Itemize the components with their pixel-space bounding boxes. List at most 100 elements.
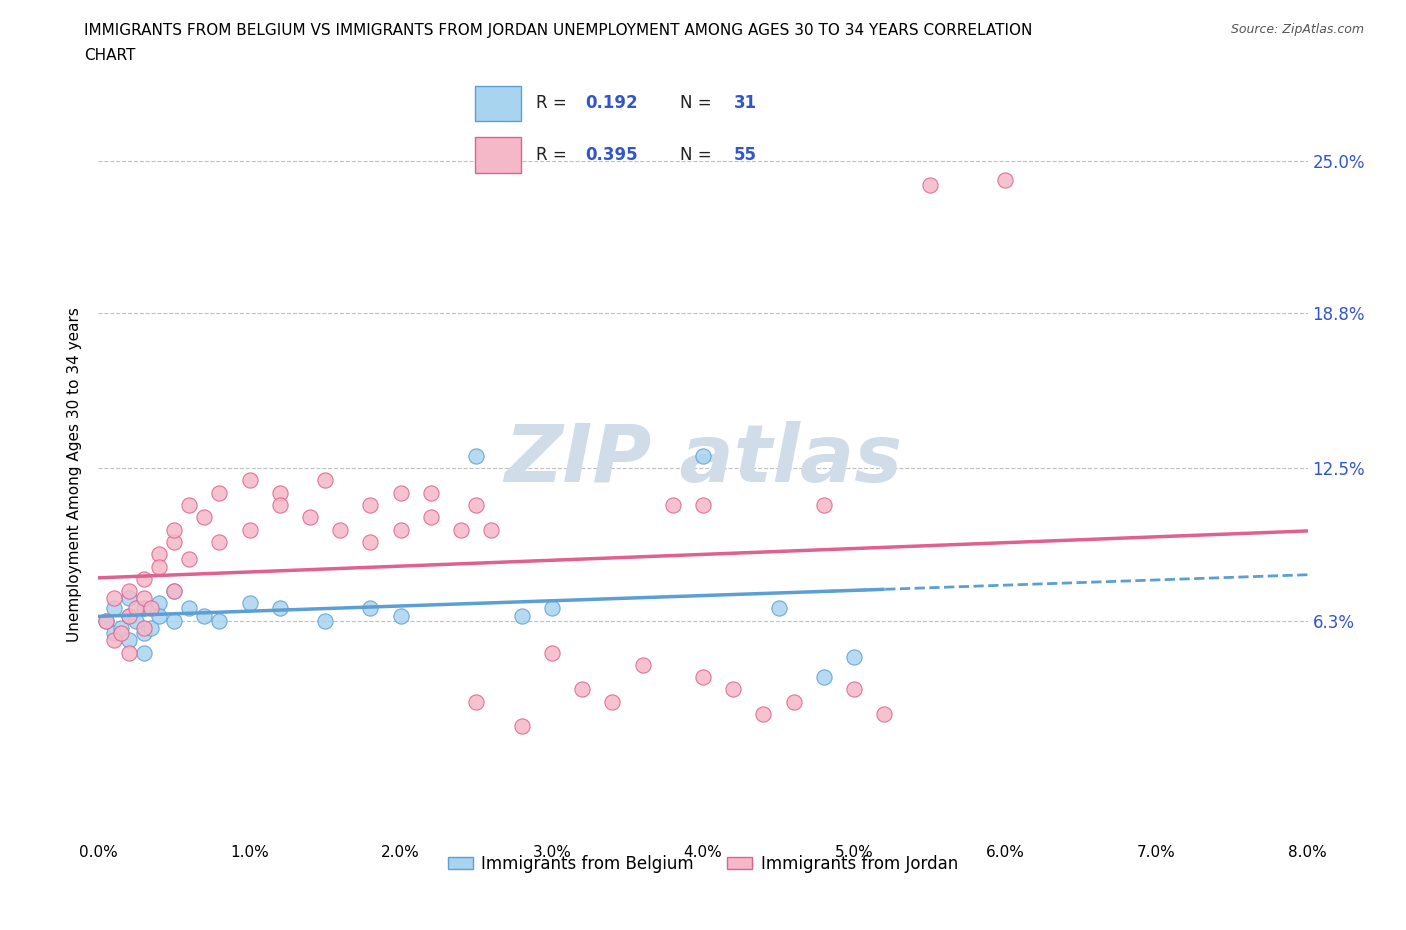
Point — [179, 498, 201, 512]
Point — [813, 498, 835, 512]
Point — [94, 613, 117, 628]
Point — [118, 608, 141, 623]
Point — [420, 510, 443, 525]
Point — [193, 510, 215, 525]
Point — [141, 601, 163, 616]
Point — [631, 658, 654, 672]
Point — [844, 650, 866, 665]
Point — [110, 620, 132, 635]
Point — [389, 522, 412, 537]
Text: 0.192: 0.192 — [585, 95, 638, 113]
Point — [360, 601, 382, 616]
Point — [844, 682, 866, 697]
Point — [465, 695, 488, 710]
Point — [148, 596, 170, 611]
Point — [148, 608, 170, 623]
Point — [661, 498, 683, 512]
Legend: Immigrants from Belgium, Immigrants from Jordan: Immigrants from Belgium, Immigrants from… — [441, 848, 965, 880]
Point — [994, 173, 1017, 188]
Point — [813, 670, 835, 684]
Text: R =: R = — [536, 95, 567, 113]
Point — [103, 591, 125, 606]
Point — [450, 522, 472, 537]
Text: ZIP atlas: ZIP atlas — [503, 420, 903, 498]
Bar — [475, 86, 520, 121]
Text: 31: 31 — [734, 95, 756, 113]
Bar — [475, 137, 520, 173]
Point — [602, 695, 624, 710]
Point — [118, 591, 141, 606]
Point — [163, 535, 186, 550]
Point — [179, 601, 201, 616]
Point — [873, 707, 896, 722]
Point — [163, 584, 186, 599]
Point — [103, 626, 125, 641]
Text: Source: ZipAtlas.com: Source: ZipAtlas.com — [1230, 23, 1364, 36]
Point — [118, 645, 141, 660]
Point — [239, 596, 262, 611]
Point — [918, 178, 941, 193]
Point — [193, 608, 215, 623]
Text: N =: N = — [681, 95, 711, 113]
Point — [94, 613, 117, 628]
Point — [269, 498, 291, 512]
Point — [148, 547, 170, 562]
Point — [163, 613, 186, 628]
Text: 55: 55 — [734, 146, 756, 164]
Point — [314, 613, 336, 628]
Text: N =: N = — [681, 146, 711, 164]
Point — [329, 522, 352, 537]
Point — [692, 670, 714, 684]
Point — [269, 601, 291, 616]
Text: CHART: CHART — [84, 48, 136, 63]
Point — [389, 485, 412, 500]
Point — [314, 473, 336, 488]
Point — [360, 535, 382, 550]
Point — [571, 682, 593, 697]
Point — [163, 584, 186, 599]
Point — [692, 498, 714, 512]
Point — [208, 613, 231, 628]
Point — [692, 448, 714, 463]
Text: IMMIGRANTS FROM BELGIUM VS IMMIGRANTS FROM JORDAN UNEMPLOYMENT AMONG AGES 30 TO : IMMIGRANTS FROM BELGIUM VS IMMIGRANTS FR… — [84, 23, 1033, 38]
Point — [179, 551, 201, 566]
Point — [481, 522, 503, 537]
Point — [510, 719, 533, 734]
Point — [132, 591, 155, 606]
Point — [208, 485, 231, 500]
Point — [132, 601, 155, 616]
Point — [208, 535, 231, 550]
Point — [118, 632, 141, 647]
Point — [132, 626, 155, 641]
Point — [723, 682, 745, 697]
Point — [783, 695, 806, 710]
Point — [239, 522, 262, 537]
Point — [465, 448, 488, 463]
Text: 0.395: 0.395 — [585, 146, 638, 164]
Point — [239, 473, 262, 488]
Point — [125, 601, 148, 616]
Point — [768, 601, 790, 616]
Point — [540, 601, 562, 616]
Point — [141, 620, 163, 635]
Y-axis label: Unemployment Among Ages 30 to 34 years: Unemployment Among Ages 30 to 34 years — [67, 307, 83, 642]
Point — [510, 608, 533, 623]
Point — [420, 485, 443, 500]
Point — [132, 571, 155, 586]
Point — [269, 485, 291, 500]
Point — [299, 510, 322, 525]
Point — [148, 559, 170, 574]
Point — [125, 613, 148, 628]
Point — [163, 522, 186, 537]
Point — [132, 620, 155, 635]
Point — [389, 608, 412, 623]
Point — [540, 645, 562, 660]
Point — [132, 645, 155, 660]
Point — [465, 498, 488, 512]
Point — [118, 608, 141, 623]
Point — [752, 707, 775, 722]
Point — [103, 632, 125, 647]
Point — [103, 601, 125, 616]
Point — [110, 626, 132, 641]
Point — [360, 498, 382, 512]
